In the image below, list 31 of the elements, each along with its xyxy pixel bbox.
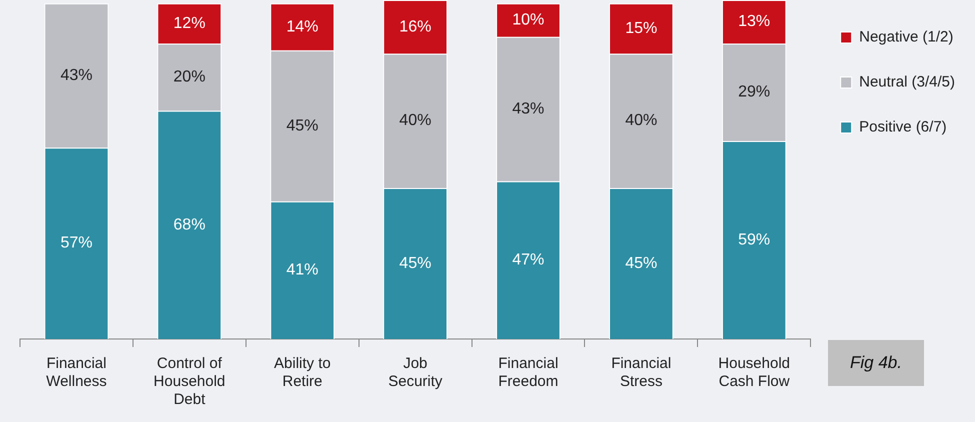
x-tick-label: Financial Freedom xyxy=(498,355,558,390)
x-tick-label: Ability to Retire xyxy=(274,355,331,390)
x-tick-label: Control of Household Debt xyxy=(154,355,226,408)
data-label: 29% xyxy=(738,84,770,101)
legend-label: Positive (6/7) xyxy=(859,118,947,136)
data-label: 45% xyxy=(399,254,432,272)
data-label: 14% xyxy=(286,18,318,36)
legend-label: Neutral (3/4/5) xyxy=(859,74,956,91)
x-tick-label: Job Security xyxy=(388,355,443,390)
data-label: 40% xyxy=(625,112,658,130)
data-label: 10% xyxy=(512,12,544,29)
data-label: 45% xyxy=(286,117,318,134)
caption: Fig 4b. xyxy=(828,340,924,386)
data-label: 68% xyxy=(173,216,206,234)
data-label: 15% xyxy=(625,20,658,37)
data-label: 12% xyxy=(173,14,206,32)
data-label: 40% xyxy=(399,112,432,130)
data-label: 59% xyxy=(738,231,770,248)
data-label: 20% xyxy=(173,68,206,86)
data-label: 43% xyxy=(60,66,92,84)
data-label: 13% xyxy=(738,13,770,30)
data-label: 45% xyxy=(625,254,658,272)
x-tick-label: Household Cash Flow xyxy=(718,355,790,390)
x-tick-label: Financial Stress xyxy=(611,355,672,390)
data-label: 41% xyxy=(286,262,318,279)
x-tick-label: Financial Wellness xyxy=(46,355,107,390)
data-label: 47% xyxy=(512,252,544,269)
data-label: 43% xyxy=(512,100,544,118)
data-label: 57% xyxy=(60,234,92,252)
data-label: 16% xyxy=(399,18,432,36)
legend-label: Negative (1/2) xyxy=(859,28,954,46)
